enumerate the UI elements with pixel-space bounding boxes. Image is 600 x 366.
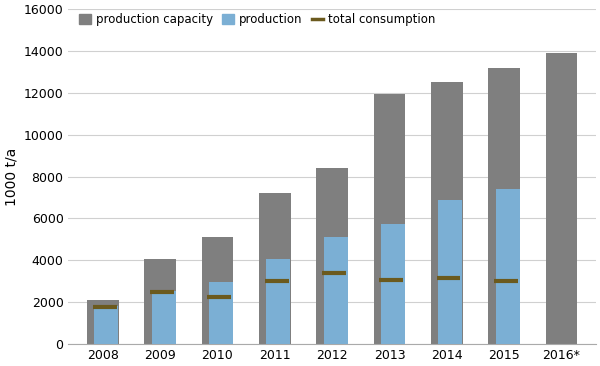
Bar [202,237,233,344]
Bar [431,82,463,344]
Bar [266,259,290,344]
Bar [209,282,233,344]
Y-axis label: 1000 t/a: 1000 t/a [4,147,18,206]
Bar [259,193,290,344]
Bar [545,53,577,344]
Bar [488,68,520,344]
Bar [438,199,462,344]
Bar [87,300,119,344]
Bar [374,94,405,344]
Bar [94,306,118,344]
Bar [381,224,405,344]
Legend: production capacity, production, total consumption: production capacity, production, total c… [74,8,440,31]
Bar [145,259,176,344]
Bar [496,189,520,344]
Bar [316,168,348,344]
Bar [323,237,347,344]
Bar [152,291,176,344]
